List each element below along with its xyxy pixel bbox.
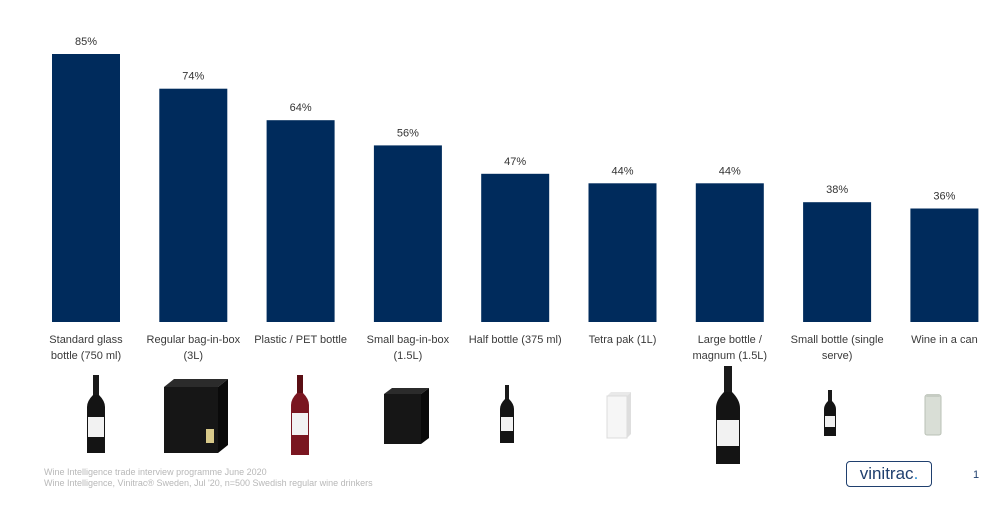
data-label-4: 56% [397,127,419,139]
bar-5 [481,173,550,322]
bar-4 [373,145,442,322]
category-label-line: magnum (1.5L) [692,350,768,362]
category-label-7: Large bottle / magnum (1.5L) [674,332,786,364]
bar-2 [159,88,228,322]
bar-8 [803,202,872,322]
data-label-3: 64% [290,102,312,114]
pet-bottle-icon [291,375,309,455]
logo-text: vinitrac [859,464,914,483]
half-bottle-icon [500,385,514,443]
magnum-bottle-icon [716,366,740,464]
category-label-5: Half bottle (375 ml) [459,332,571,348]
category-label-8: Small bottle (single serve) [781,332,893,364]
wine-can-icon [924,394,942,436]
bar-3 [266,120,335,322]
category-label-line: Tetra pak (1L) [588,334,657,346]
category-label-line: Large bottle / [697,334,762,346]
category-label-line: (3L) [183,350,204,362]
category-label-4: Small bag-in-box (1.5L) [352,332,464,364]
category-label-2: Regular bag-in-box (3L) [137,332,249,364]
single-serve-bottle-icon [824,390,836,436]
category-label-line: bottle (750 ml) [50,350,122,362]
category-label-line: Half bottle (375 ml) [468,334,562,346]
category-label-1: Standard glass bottle (750 ml) [30,332,142,364]
category-label-line: Wine in a can [911,334,978,346]
vinitrac-logo: vinitrac. [846,461,932,487]
category-label-line: Plastic / PET bottle [254,334,347,346]
bar-1 [52,54,120,322]
data-label-5: 47% [504,156,526,168]
data-label-8: 38% [826,184,848,196]
data-label-6: 44% [611,165,633,177]
data-label-7: 44% [719,165,741,177]
category-label-line: (1.5L) [393,350,423,362]
source-line-1: Wine Intelligence trade interview progra… [44,467,267,477]
tetra-pak-icon [606,392,631,439]
small-bag-in-box-icon [384,388,429,444]
source-note: Wine Intelligence trade interview progra… [44,467,373,489]
bar-chart: 85% 74% 64% 56% 47% 44% 44% 38% 36% [52,36,979,322]
logo-mark: . [913,464,919,483]
category-label-line: Small bag-in-box [366,334,450,346]
category-label-6: Tetra pak (1L) [567,332,679,348]
wine-bottle-icon [87,375,105,453]
data-label-2: 74% [182,71,204,83]
bar-9 [910,208,979,322]
category-label-line: Regular bag-in-box [146,334,241,346]
data-label-9: 36% [933,191,955,203]
source-line-2: Wine Intelligence, Vinitrac® Sweden, Jul… [44,478,373,488]
bag-in-box-icon [164,379,228,453]
category-label-line: Small bottle (single [790,334,884,346]
bar-6 [588,183,657,322]
data-label-1: 85% [75,36,97,48]
category-label-9: Wine in a can [888,332,1000,348]
category-label-3: Plastic / PET bottle [245,332,357,348]
page-number: 1 [973,469,980,481]
category-label-line: Standard glass [49,334,123,346]
bar-7 [695,183,764,322]
category-label-line: serve) [821,350,853,362]
